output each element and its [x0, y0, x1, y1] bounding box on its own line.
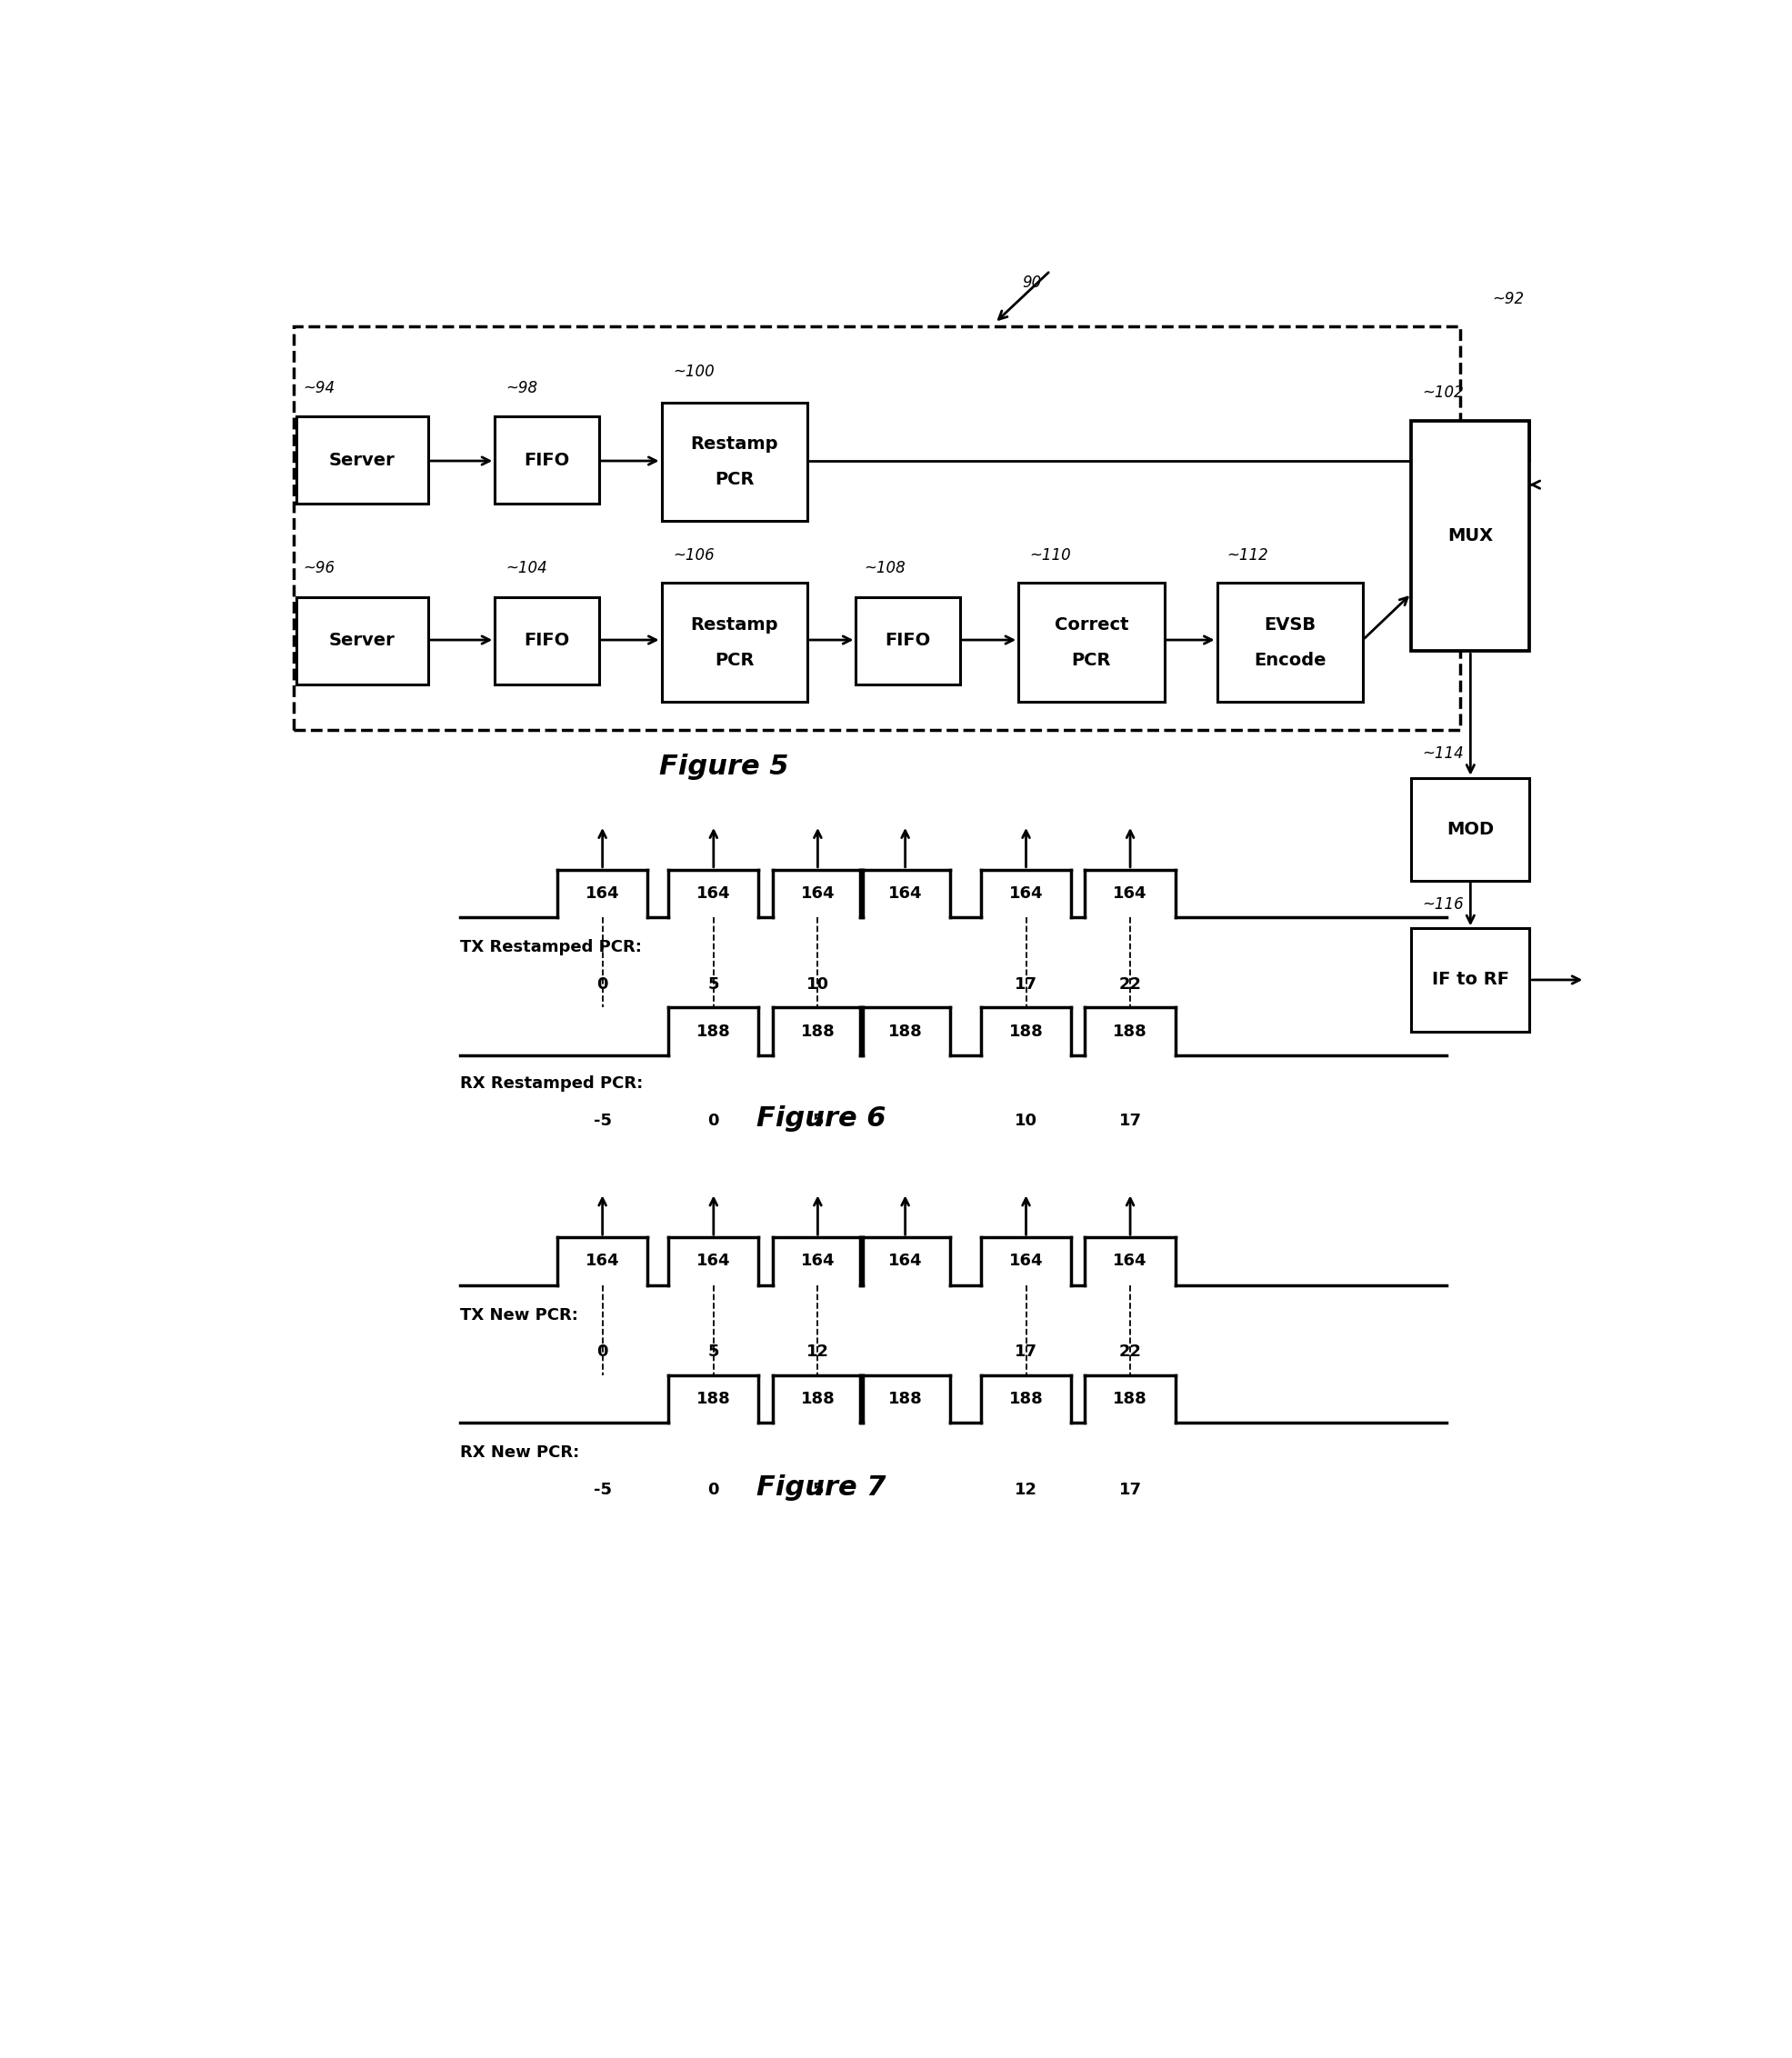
- Text: FIFO: FIFO: [523, 451, 570, 469]
- Bar: [1018, 582, 1165, 702]
- Bar: [495, 597, 599, 685]
- Bar: [296, 416, 428, 504]
- Text: 188: 188: [1009, 1023, 1043, 1039]
- Text: 17: 17: [1014, 975, 1038, 992]
- Bar: [661, 401, 806, 521]
- Text: IF to RF: IF to RF: [1432, 971, 1509, 988]
- Text: 5: 5: [812, 1111, 823, 1128]
- Text: 164: 164: [697, 1253, 731, 1270]
- Text: ~106: ~106: [672, 547, 715, 564]
- Text: 10: 10: [806, 975, 830, 992]
- Text: FIFO: FIFO: [885, 632, 930, 650]
- Text: -5: -5: [593, 1482, 611, 1498]
- Text: ~96: ~96: [303, 560, 335, 576]
- Text: Figure 6: Figure 6: [756, 1105, 885, 1132]
- Text: RX New PCR:: RX New PCR:: [461, 1445, 579, 1461]
- Text: 164: 164: [586, 885, 620, 901]
- Text: Restamp: Restamp: [690, 434, 778, 453]
- Text: PCR: PCR: [715, 652, 754, 669]
- Text: ~100: ~100: [672, 364, 715, 381]
- Text: 164: 164: [889, 1253, 923, 1270]
- Text: FIFO: FIFO: [523, 632, 570, 650]
- Text: -5: -5: [593, 1111, 611, 1128]
- Text: 22: 22: [1118, 1344, 1142, 1360]
- Bar: [661, 582, 806, 702]
- Text: 188: 188: [801, 1391, 835, 1408]
- Text: ~98: ~98: [505, 379, 538, 395]
- Text: ~110: ~110: [1029, 547, 1072, 564]
- Text: TX Restamped PCR:: TX Restamped PCR:: [461, 938, 642, 955]
- Text: MOD: MOD: [1446, 821, 1495, 838]
- Text: 164: 164: [1113, 885, 1147, 901]
- Bar: [1412, 422, 1530, 650]
- Text: 188: 188: [889, 1391, 923, 1408]
- Text: Encode: Encode: [1254, 652, 1326, 669]
- Text: 90: 90: [1023, 276, 1041, 292]
- Text: 12: 12: [806, 1344, 830, 1360]
- Text: 164: 164: [1009, 1253, 1043, 1270]
- Text: ~92: ~92: [1493, 290, 1523, 307]
- Text: 5: 5: [708, 975, 719, 992]
- Text: 0: 0: [597, 1344, 607, 1360]
- Text: 188: 188: [889, 1023, 923, 1039]
- Text: ~94: ~94: [303, 379, 335, 395]
- Bar: [294, 327, 1460, 731]
- Text: ~108: ~108: [864, 560, 905, 576]
- Text: 188: 188: [697, 1391, 731, 1408]
- Text: PCR: PCR: [1072, 652, 1111, 669]
- Text: 5: 5: [812, 1482, 823, 1498]
- Bar: [1412, 928, 1530, 1031]
- Text: 0: 0: [597, 975, 607, 992]
- Text: ~114: ~114: [1423, 745, 1464, 761]
- Text: MUX: MUX: [1448, 527, 1493, 545]
- Text: 188: 188: [1009, 1391, 1043, 1408]
- Text: 10: 10: [1014, 1111, 1038, 1128]
- Text: Server: Server: [330, 451, 396, 469]
- Text: ~112: ~112: [1228, 547, 1269, 564]
- Bar: [495, 416, 599, 504]
- Text: 17: 17: [1118, 1111, 1142, 1128]
- Text: 164: 164: [586, 1253, 620, 1270]
- Text: 5: 5: [708, 1344, 719, 1360]
- Text: EVSB: EVSB: [1263, 615, 1315, 634]
- Text: RX Restamped PCR:: RX Restamped PCR:: [461, 1076, 643, 1093]
- Bar: [1217, 582, 1362, 702]
- Text: PCR: PCR: [715, 471, 754, 488]
- Text: 164: 164: [697, 885, 731, 901]
- Text: 164: 164: [1009, 885, 1043, 901]
- Text: Figure 7: Figure 7: [756, 1476, 885, 1500]
- Text: ~104: ~104: [505, 560, 548, 576]
- Bar: [857, 597, 961, 685]
- Text: Server: Server: [330, 632, 396, 650]
- Text: 0: 0: [708, 1482, 719, 1498]
- Bar: [1412, 778, 1530, 881]
- Text: TX New PCR:: TX New PCR:: [461, 1307, 579, 1323]
- Text: 164: 164: [801, 1253, 835, 1270]
- Text: 188: 188: [697, 1023, 731, 1039]
- Text: Restamp: Restamp: [690, 615, 778, 634]
- Text: Correct: Correct: [1054, 615, 1129, 634]
- Text: 188: 188: [801, 1023, 835, 1039]
- Text: 188: 188: [1113, 1023, 1147, 1039]
- Text: Figure 5: Figure 5: [659, 753, 788, 780]
- Text: 164: 164: [801, 885, 835, 901]
- Text: 164: 164: [1113, 1253, 1147, 1270]
- Text: 17: 17: [1118, 1482, 1142, 1498]
- Text: 0: 0: [708, 1111, 719, 1128]
- Bar: [296, 597, 428, 685]
- Text: ~116: ~116: [1423, 895, 1464, 912]
- Text: 12: 12: [1014, 1482, 1038, 1498]
- Text: 17: 17: [1014, 1344, 1038, 1360]
- Text: 188: 188: [1113, 1391, 1147, 1408]
- Text: 164: 164: [889, 885, 923, 901]
- Text: 22: 22: [1118, 975, 1142, 992]
- Text: ~102: ~102: [1423, 385, 1464, 401]
